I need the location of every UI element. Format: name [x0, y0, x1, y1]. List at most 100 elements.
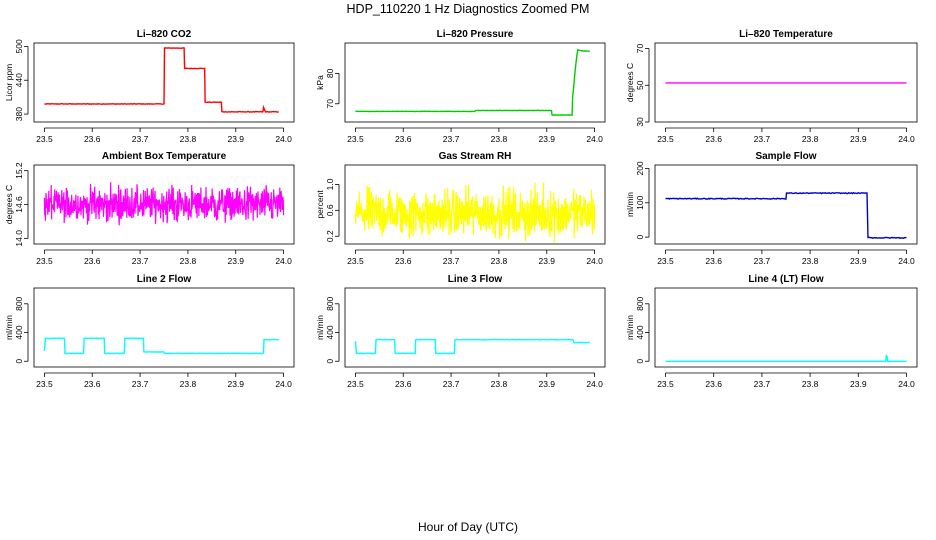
- y-axis-label: degrees C: [4, 185, 14, 224]
- panel-title: Sample Flow: [755, 151, 816, 162]
- y-tick-label: 70: [635, 44, 645, 54]
- x-tick-label: 23.7: [132, 134, 149, 144]
- y-axis-label: kPa: [315, 75, 325, 90]
- x-tick-label: 23.9: [850, 256, 867, 266]
- x-tick-label: 23.6: [705, 134, 722, 144]
- y-tick-label: 500: [14, 39, 24, 53]
- plot-frame: [654, 287, 918, 368]
- plot-frame: [344, 164, 606, 245]
- x-tick-label: 23.9: [227, 134, 244, 144]
- data-series-line: [44, 47, 280, 113]
- y-tick-label: 0.2: [325, 230, 335, 242]
- x-tick-label: 23.5: [347, 379, 364, 389]
- y-tick-label: 0: [635, 234, 645, 239]
- x-tick-label: 23.5: [347, 256, 364, 266]
- plot-frame: [654, 164, 918, 245]
- x-tick-label: 23.5: [36, 134, 53, 144]
- x-tick-label: 23.6: [705, 256, 722, 266]
- x-tick-label: 23.7: [443, 134, 460, 144]
- x-tick-label: 23.9: [538, 256, 555, 266]
- x-tick-label: 24.0: [898, 134, 915, 144]
- panel-4: Ambient Box Temperature degrees C 23.5 23.6…: [4, 151, 295, 266]
- x-tick-label: 24.0: [275, 134, 292, 144]
- y-tick-label: 800: [14, 296, 24, 310]
- y-tick-label: 70: [325, 99, 335, 109]
- panel-title: Li–820 Pressure: [437, 29, 514, 40]
- x-tick-label: 24.0: [586, 379, 603, 389]
- panel-title: Line 2 Flow: [137, 274, 192, 285]
- plot-frame: [344, 287, 606, 368]
- panel-5: Gas Stream RH percent 23.5 23.6 23.7 23.8 23.9…: [315, 151, 606, 266]
- x-tick-label: 23.6: [395, 379, 412, 389]
- y-tick-label: 380: [14, 107, 24, 121]
- y-tick-label: 30: [635, 117, 645, 127]
- data-series-line: [665, 354, 907, 362]
- panel-title: Gas Stream RH: [439, 151, 512, 162]
- x-tick-label: 23.8: [802, 379, 819, 389]
- x-tick-label: 23.8: [180, 379, 197, 389]
- x-tick-label: 23.9: [227, 256, 244, 266]
- x-tick-label: 23.7: [132, 379, 149, 389]
- y-tick-label: 800: [325, 296, 335, 310]
- x-tick-label: 23.5: [657, 379, 674, 389]
- data-series-line: [354, 338, 590, 355]
- y-tick-label: 0.6: [325, 204, 335, 216]
- panel-2: Li–820 Pressure kPa 23.5 23.6 23.7 23.8 23.9 24…: [315, 29, 606, 144]
- x-tick-label: 23.8: [180, 134, 197, 144]
- panel-title: Line 3 Flow: [448, 274, 503, 285]
- panel-7: Line 2 Flow ml/min 23.5 23.6 23.7 23.8 23.9 24.…: [4, 274, 295, 389]
- panel-8: Line 3 Flow ml/min 23.5 23.6 23.7 23.8 23.9 24.…: [315, 274, 606, 389]
- x-tick-label: 23.6: [84, 134, 101, 144]
- y-tick-label: 80: [325, 68, 335, 78]
- x-tick-label: 23.8: [180, 256, 197, 266]
- plot-frame: [33, 164, 295, 245]
- x-tick-label: 23.8: [491, 134, 508, 144]
- y-axis-label: ml/min: [4, 315, 14, 340]
- x-tick-label: 23.8: [802, 256, 819, 266]
- x-tick-label: 23.9: [850, 134, 867, 144]
- data-series-line: [354, 182, 596, 243]
- x-tick-label: 23.7: [443, 379, 460, 389]
- y-tick-label: 100: [635, 195, 645, 209]
- panel-title: Li–820 CO2: [137, 29, 192, 40]
- x-tick-label: 23.8: [491, 379, 508, 389]
- x-tick-label: 23.5: [657, 256, 674, 266]
- y-tick-label: 800: [635, 296, 645, 310]
- y-axis-label: degrees C: [625, 63, 635, 102]
- x-tick-label: 24.0: [586, 256, 603, 266]
- x-tick-label: 23.8: [491, 256, 508, 266]
- plot-frame: [344, 42, 606, 123]
- panel-title: Line 4 (LT) Flow: [748, 274, 824, 285]
- panel-title: Li–820 Temperature: [739, 29, 833, 40]
- figure-title: HDP_110220 1 Hz Diagnostics Zoomed PM: [347, 2, 590, 16]
- x-tick-label: 23.6: [395, 134, 412, 144]
- plot-frame: [33, 42, 295, 123]
- x-tick-label: 24.0: [275, 379, 292, 389]
- panel-6: Sample Flow ml/min 23.5 23.6 23.7 23.8 23.9 24.…: [625, 151, 918, 266]
- x-tick-label: 24.0: [898, 379, 915, 389]
- panel-3: Li–820 Temperature degrees C 23.5 23.6 23.7 2…: [625, 29, 918, 144]
- y-tick-label: 0: [14, 359, 24, 364]
- x-tick-label: 23.7: [754, 379, 771, 389]
- data-series-line: [43, 337, 279, 355]
- y-tick-label: 440: [14, 73, 24, 87]
- x-tick-label: 23.5: [36, 256, 53, 266]
- plot-frame: [33, 287, 295, 368]
- x-tick-label: 23.6: [395, 256, 412, 266]
- x-tick-label: 24.0: [898, 256, 915, 266]
- x-tick-label: 23.9: [538, 134, 555, 144]
- x-tick-label: 23.7: [754, 134, 771, 144]
- x-tick-label: 24.0: [275, 256, 292, 266]
- x-tick-label: 23.9: [227, 379, 244, 389]
- y-axis-label: ml/min: [625, 315, 635, 340]
- x-tick-label: 23.5: [347, 134, 364, 144]
- data-series-line: [355, 48, 590, 116]
- x-tick-label: 23.6: [84, 256, 101, 266]
- x-tick-label: 23.7: [754, 256, 771, 266]
- panel-title: Ambient Box Temperature: [102, 151, 227, 162]
- y-tick-label: 14.0: [14, 230, 24, 247]
- x-tick-label: 23.7: [443, 256, 460, 266]
- x-tick-label: 23.5: [36, 379, 53, 389]
- y-tick-label: 50: [635, 80, 645, 90]
